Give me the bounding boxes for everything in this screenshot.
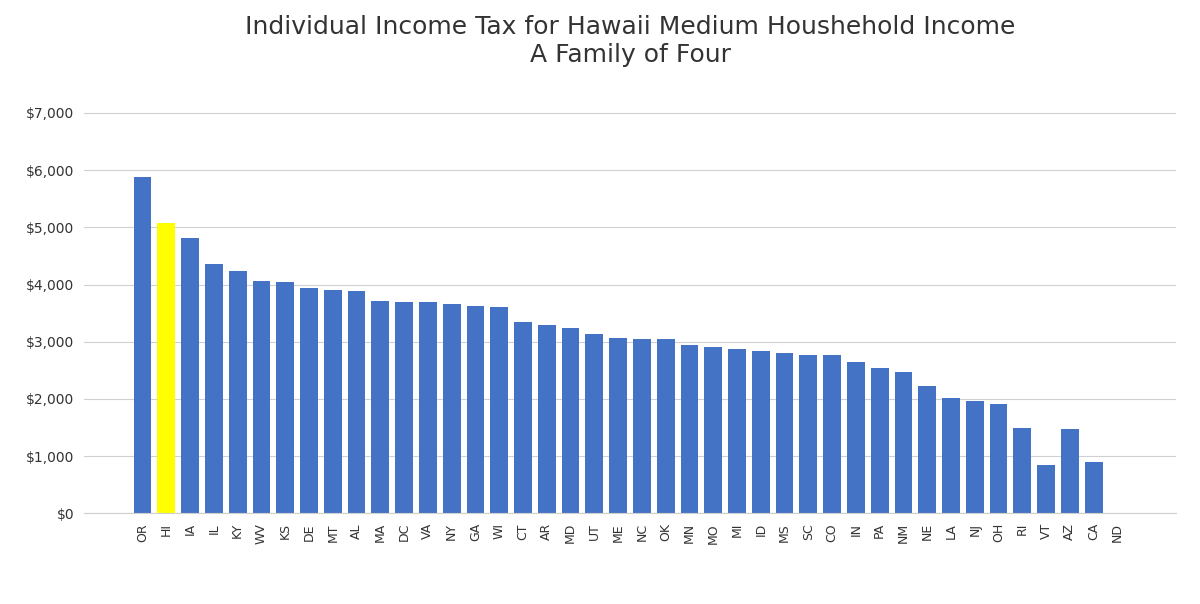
Bar [1061,429,1079,513]
Bar [205,264,223,513]
Title: Individual Income Tax for Hawaii Medium Houshehold Income
A Family of Four: Individual Income Tax for Hawaii Medium … [245,15,1015,67]
Bar [229,271,246,513]
Bar [443,304,461,513]
Bar [252,281,270,513]
Bar [1014,428,1031,513]
Bar [799,355,817,513]
Bar [181,238,199,513]
Bar [1037,464,1055,513]
Bar [752,352,769,513]
Bar [348,291,366,513]
Bar [372,301,389,513]
Bar [586,334,604,513]
Bar [157,223,175,513]
Bar [728,349,746,513]
Bar [419,302,437,513]
Bar [276,282,294,513]
Bar [538,325,556,513]
Bar [990,404,1008,513]
Bar [491,307,508,513]
Bar [894,372,912,513]
Bar [324,290,342,513]
Bar [656,339,674,513]
Bar [775,353,793,513]
Bar [133,177,151,513]
Bar [562,328,580,513]
Bar [1085,462,1103,513]
Bar [514,323,532,513]
Bar [610,338,628,513]
Bar [823,356,841,513]
Bar [680,345,698,513]
Bar [918,386,936,513]
Bar [966,401,984,513]
Bar [704,347,722,513]
Bar [871,368,888,513]
Bar [942,398,960,513]
Bar [467,306,485,513]
Bar [300,288,318,513]
Bar [395,301,413,513]
Bar [847,362,865,513]
Bar [632,339,650,513]
